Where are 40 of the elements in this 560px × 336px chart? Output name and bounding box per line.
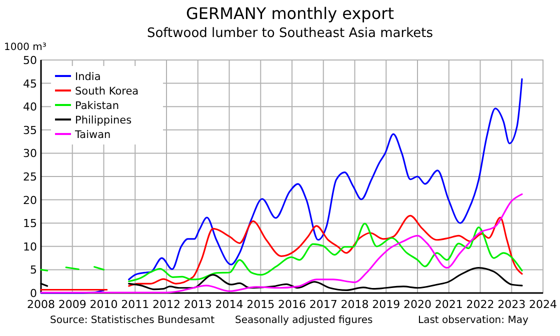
x-tick-label: 2020 [404, 298, 432, 311]
source-note: Source: Statistisches Bundesamt [50, 315, 215, 326]
y-tick-label: 50 [23, 54, 37, 67]
chart-subtitle: Softwood lumber to Southeast Asia markets [146, 26, 434, 41]
x-tick-label: 2011 [121, 298, 150, 311]
y-tick-label: 25 [23, 170, 37, 184]
x-tick-label: 2014 [215, 298, 244, 311]
x-tick-label: 2022 [466, 298, 494, 311]
text: Last observation: May [418, 315, 528, 326]
legend-label: India [75, 71, 101, 83]
x-tick-label: 2018 [340, 298, 369, 311]
y-tick-label: 5 [30, 264, 37, 277]
legend-label: Philippines [75, 114, 132, 126]
x-tick-label: 2016 [278, 298, 306, 311]
legend-label: South Korea [75, 86, 139, 98]
x-tick-label: 2008 [27, 298, 55, 311]
x-tick-label: 2019 [372, 298, 400, 311]
y-tick-label: 35 [23, 124, 37, 137]
y-tick-label: 0 [30, 287, 37, 300]
legend-label: Taiwan [74, 129, 111, 141]
x-tick-label: 2009 [58, 298, 86, 311]
y-tick-label: 20 [23, 194, 37, 207]
y-axis-title: 1000 m³ [4, 42, 46, 53]
line-series [40, 193, 523, 294]
x-tick-label: 2013 [184, 298, 212, 311]
chart-title: GERMANY monthly export [186, 4, 394, 23]
y-tick-label: 40 [23, 100, 37, 114]
x-tick-label: 2012 [152, 298, 180, 311]
y-tick-label: 10 [23, 240, 37, 254]
x-tick-label: 2023 [498, 298, 526, 311]
x-tick-label: 2010 [90, 298, 118, 311]
y-tick-label: 30 [23, 147, 37, 160]
text: Seasonally adjusted figures [235, 315, 373, 326]
legend-label: Pakistan [75, 100, 119, 112]
x-tick-label: 2017 [309, 298, 338, 311]
y-tick-label: 15 [23, 217, 37, 230]
x-tick-label: 2024 [529, 298, 557, 311]
x-tick-label: 2015 [246, 298, 275, 311]
y-tick-label: 45 [23, 77, 37, 90]
x-tick-label: 2021 [434, 298, 463, 311]
